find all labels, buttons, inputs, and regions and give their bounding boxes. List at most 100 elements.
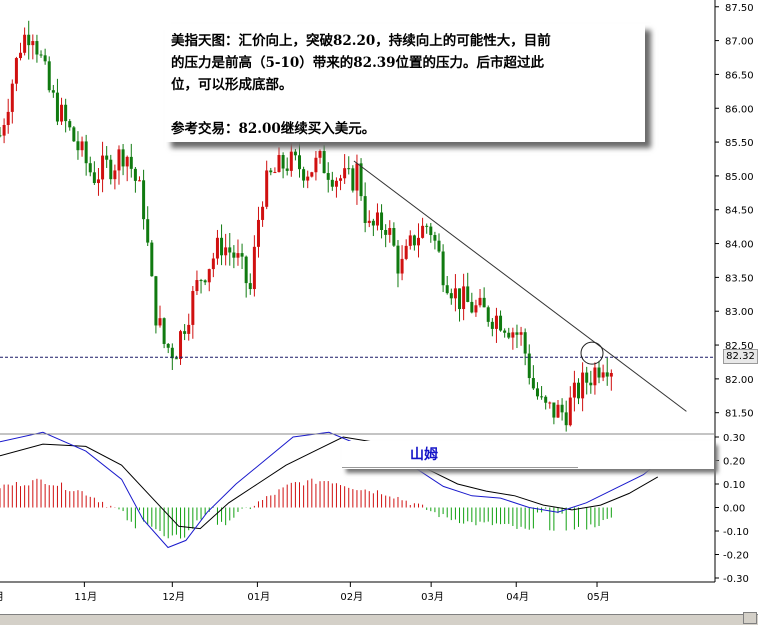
price-tick-label: 87.00 xyxy=(725,37,754,48)
candle-body xyxy=(445,285,449,294)
resistance-trendline xyxy=(353,160,687,412)
candle-body xyxy=(347,168,351,170)
candle-body xyxy=(125,156,129,167)
candle-body xyxy=(589,382,593,386)
candle-body xyxy=(322,151,326,174)
macd-tick-label: 0.10 xyxy=(723,480,745,491)
candle-body xyxy=(441,251,445,286)
candle-body xyxy=(72,127,76,142)
scroll-right-button[interactable] xyxy=(743,612,757,624)
macd-panel xyxy=(0,431,659,549)
candle-body xyxy=(392,228,396,246)
candle-body xyxy=(289,151,293,171)
month-tick-label: 03月 xyxy=(421,591,444,603)
candle-body xyxy=(359,163,363,197)
candle-body xyxy=(0,135,2,137)
candle-body xyxy=(84,141,88,164)
candle-body xyxy=(10,83,14,112)
candle-body xyxy=(248,283,252,290)
candle-body xyxy=(429,226,433,236)
candle-body xyxy=(68,121,72,128)
candle-body xyxy=(109,159,113,180)
candle-body xyxy=(466,286,470,302)
candle-body xyxy=(146,219,150,243)
candle-body xyxy=(462,286,466,310)
macd-line xyxy=(0,431,659,549)
candle-body xyxy=(601,372,605,378)
month-tick-label: 01月 xyxy=(247,591,270,603)
candle-body xyxy=(43,55,47,62)
breakout-circle xyxy=(580,341,604,365)
candle-body xyxy=(302,169,306,181)
candle-body xyxy=(232,252,236,258)
candle-body xyxy=(191,291,195,325)
price-tick-label: 86.00 xyxy=(725,104,754,115)
price-tick-label: 84.50 xyxy=(725,206,754,217)
candle-body xyxy=(261,206,265,220)
candle-body xyxy=(101,155,105,180)
candle-body xyxy=(470,301,474,313)
candle-body xyxy=(400,258,404,274)
candle-body xyxy=(515,332,519,335)
candle-body xyxy=(318,151,322,158)
candle-body xyxy=(527,353,531,379)
price-tick-label: 81.50 xyxy=(725,409,754,420)
candle-body xyxy=(597,367,601,378)
candle-body xyxy=(314,157,318,173)
signal-line xyxy=(0,436,659,530)
candle-body xyxy=(187,324,191,334)
candle-body xyxy=(572,382,576,398)
candle-body xyxy=(51,90,55,93)
candle-body xyxy=(183,331,187,334)
candlestick-panel xyxy=(0,20,715,432)
candle-body xyxy=(170,347,174,359)
price-tick-label: 82.50 xyxy=(725,341,754,352)
candle-body xyxy=(408,235,412,246)
candle-body xyxy=(211,258,215,270)
candle-body xyxy=(298,155,302,170)
candle-body xyxy=(133,168,137,181)
candle-body xyxy=(285,168,289,171)
candle-body xyxy=(425,225,429,227)
note-line-3: 位，可以形成底部。 xyxy=(171,77,293,93)
candle-body xyxy=(351,168,355,191)
candle-body xyxy=(64,104,68,122)
candle-body xyxy=(519,332,523,335)
price-tick-label: 86.50 xyxy=(725,70,754,81)
candle-body xyxy=(449,293,453,299)
candle-body xyxy=(293,151,297,156)
candle-body xyxy=(433,235,437,241)
candle-body xyxy=(19,52,23,59)
candle-body xyxy=(228,247,232,253)
candle-body xyxy=(531,378,535,389)
candle-body xyxy=(388,228,392,235)
price-tick-label: 87.50 xyxy=(725,3,754,14)
candle-body xyxy=(220,237,224,256)
candle-body xyxy=(404,245,408,259)
candle-body xyxy=(277,155,281,173)
candle-body xyxy=(60,104,64,122)
macd-tick-label: 0.20 xyxy=(723,457,745,468)
horizontal-scrollbar[interactable] xyxy=(0,614,758,625)
candle-body xyxy=(380,212,384,230)
candle-body xyxy=(507,332,511,338)
note-line-1: 美指天图：汇价向上，突破82.20，持续向上的可能性大，目前 xyxy=(171,33,551,49)
author-banner: 山姆 xyxy=(342,441,714,469)
candle-body xyxy=(310,172,314,177)
price-tick-label: 84.00 xyxy=(725,240,754,251)
candle-body xyxy=(523,332,527,354)
candle-body xyxy=(23,34,27,53)
note-line-2: 的压力是前高（5-10）带来的82.39位置的压力。后市超过此 xyxy=(171,55,545,71)
candle-body xyxy=(195,280,199,292)
candle-body xyxy=(215,237,219,259)
candle-body xyxy=(306,176,310,181)
candle-body xyxy=(494,315,498,329)
candle-body xyxy=(39,54,43,56)
candle-body xyxy=(6,111,10,125)
candle-body xyxy=(490,321,494,329)
candle-body xyxy=(236,253,240,258)
candle-body xyxy=(330,179,334,187)
candle-body xyxy=(273,172,277,174)
candle-body xyxy=(121,149,125,167)
candle-body xyxy=(31,41,35,46)
